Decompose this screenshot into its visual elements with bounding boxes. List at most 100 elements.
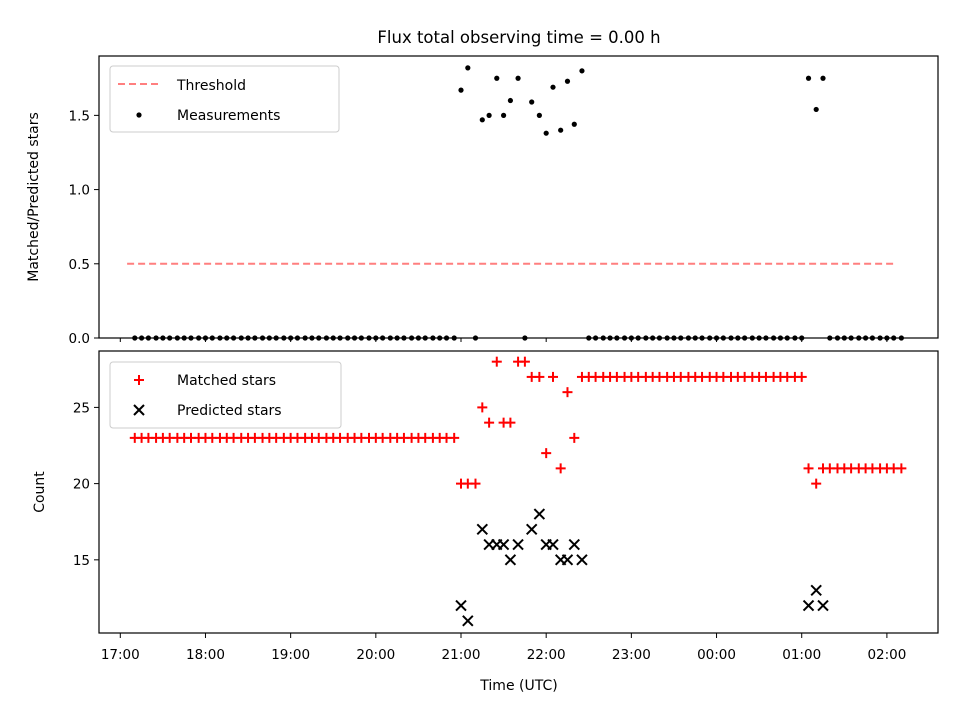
predicted-legend-label: Predicted stars	[177, 403, 282, 419]
bottom-legend: Matched stars Predicted stars	[109, 361, 342, 429]
cross-b	[576, 554, 588, 566]
measurement-point	[558, 127, 564, 133]
bottom-legend-box	[109, 361, 342, 429]
measurement-point	[479, 117, 485, 123]
chart-title: Flux total observing time = 0.00 h	[377, 28, 660, 47]
cross-b	[533, 508, 546, 520]
top-legend-box	[109, 65, 340, 133]
measurement-point	[529, 99, 535, 105]
matched-legend-label: Matched stars	[177, 373, 276, 389]
x-tick-label: 18:00	[186, 647, 225, 663]
bottom-y-tick-label: 25	[73, 400, 90, 416]
measurement-point	[564, 78, 571, 84]
measurement-point	[543, 130, 549, 136]
x-tick-label: 21:00	[442, 647, 481, 663]
x-axis-label: Time (UTC)	[479, 678, 557, 694]
predicted-star-point	[802, 599, 815, 612]
matched-star-point	[562, 387, 573, 398]
predicted-star-point	[525, 523, 538, 536]
top-axes-frame	[98, 55, 939, 339]
top-y-tick-label: 0.0	[69, 331, 90, 347]
measurement-point	[465, 65, 471, 71]
matched-star-point	[505, 417, 516, 428]
cross-b	[476, 523, 489, 536]
measurement-point	[571, 121, 577, 127]
predicted-star-point	[568, 538, 580, 551]
x-tick-label: 19:00	[271, 647, 310, 663]
predicted-star-point	[455, 599, 467, 612]
matched-star-point	[569, 432, 580, 443]
cross-b	[462, 615, 474, 627]
x-tick-label: 01:00	[782, 647, 821, 663]
top-y-tick-label: 1.5	[69, 108, 90, 124]
predicted-star-point	[512, 538, 524, 551]
predicted-star-point	[810, 584, 822, 597]
measurement-point	[813, 106, 819, 113]
cross-b	[133, 404, 145, 416]
top-y-axis-label: Matched/Predicted stars	[26, 112, 42, 282]
measurement-point	[494, 75, 500, 81]
x-tick-label: 02:00	[867, 647, 906, 663]
bottom-axes: 15 20 25 17:00 18:00 19:00 20:00 21:00 22:00 23:0…	[73, 350, 939, 663]
measurement-point	[550, 84, 556, 90]
x-tick-label: 20:00	[356, 647, 395, 663]
cross-b	[512, 538, 524, 551]
measurement-point	[500, 112, 507, 118]
measurement-point	[579, 68, 585, 74]
bottom-y-tick-label: 20	[73, 477, 90, 493]
matched-star-point	[803, 463, 814, 474]
cross-b	[561, 554, 574, 566]
matched-star-point	[811, 478, 822, 489]
bottom-y-axis-label: Count	[32, 471, 48, 513]
measurement-point	[458, 87, 464, 93]
cross-b	[802, 599, 815, 612]
cross-b	[547, 538, 559, 551]
measurement-point	[486, 112, 492, 118]
x-tick-label: 17:00	[101, 647, 140, 663]
measurement-point	[805, 75, 812, 81]
matched-star-point	[449, 432, 460, 443]
matched-star-point	[534, 371, 545, 382]
matched-star-point	[470, 478, 481, 489]
measurement-point	[536, 112, 542, 118]
measurements-legend-label: Measurements	[177, 108, 280, 124]
matched-star-point	[484, 417, 495, 428]
measurement-point	[507, 97, 514, 104]
measurement-point	[820, 75, 826, 81]
top-y-tick-label: 0.5	[69, 257, 90, 273]
predicted-star-point	[476, 523, 489, 536]
predicted-star-point	[497, 538, 510, 551]
matched-star-point	[796, 371, 807, 382]
matched-legend-swatch	[134, 375, 144, 385]
matched-star-point	[477, 402, 488, 413]
predicted-star-point	[547, 538, 559, 551]
x-tick-label: 23:00	[612, 647, 651, 663]
predicted-star-point	[576, 554, 588, 566]
predicted-star-point	[817, 599, 829, 612]
matched-star-point	[896, 463, 907, 474]
cross-b	[497, 538, 510, 551]
matched-star-point	[547, 371, 558, 382]
bottom-axes-frame	[98, 350, 939, 634]
measurement-point	[515, 75, 521, 81]
predicted-star-point	[561, 554, 574, 566]
measurements-legend-swatch	[136, 112, 142, 118]
cross-b	[525, 523, 538, 536]
cross-b	[455, 599, 467, 612]
matched-star-point	[541, 448, 552, 459]
cross-b	[504, 554, 517, 566]
predicted-legend-swatch	[133, 404, 145, 416]
predicted-star-point	[504, 554, 517, 566]
predicted-star-point	[462, 615, 474, 627]
predicted-star-point	[533, 508, 546, 520]
matched-star-point	[555, 463, 566, 474]
matched-star-point	[519, 356, 530, 367]
x-tick-label: 22:00	[527, 647, 566, 663]
threshold-legend-label: Threshold	[176, 78, 246, 94]
cross-b	[568, 538, 580, 551]
matched-star-point	[491, 356, 502, 367]
top-legend: Threshold Measurements	[109, 65, 340, 133]
cross-b	[817, 599, 829, 612]
top-y-tick-label: 1.0	[69, 183, 90, 199]
